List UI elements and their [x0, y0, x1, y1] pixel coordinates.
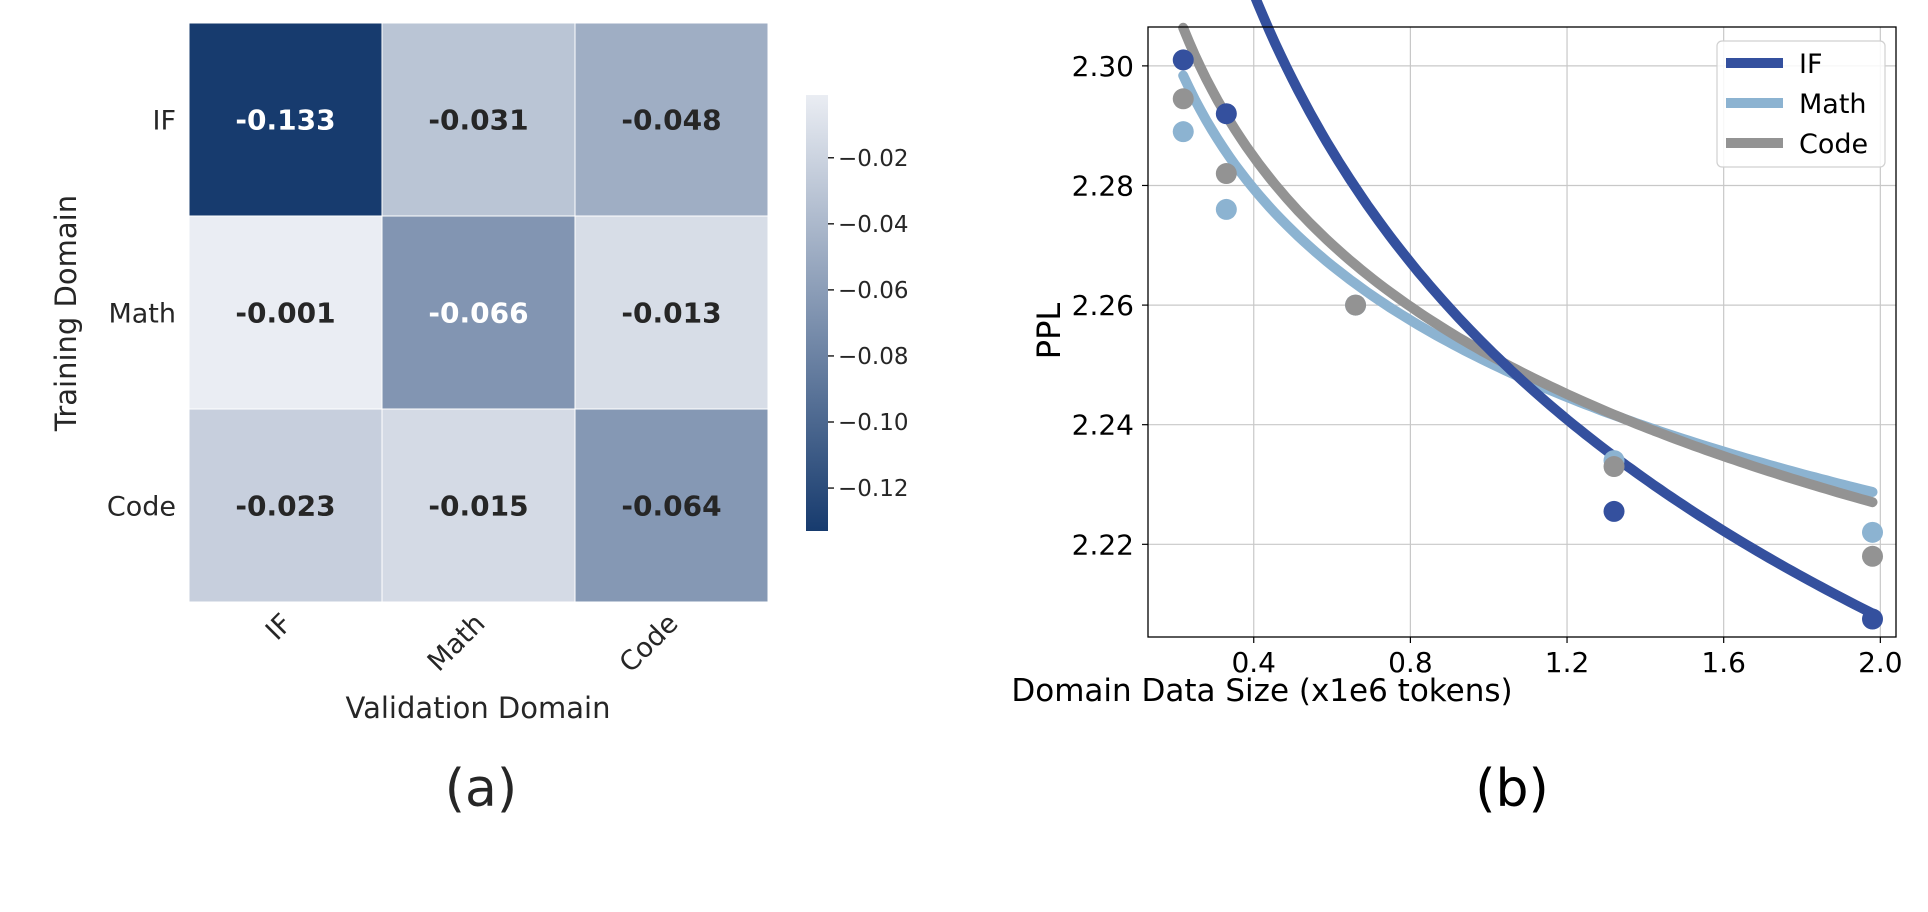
colorbar-gradient [806, 95, 828, 531]
heatmap-cell-value: -0.064 [621, 490, 721, 523]
data-point-if [1215, 103, 1237, 125]
heatmap-cell [188, 22, 383, 217]
data-point-math [1215, 198, 1237, 220]
heatmap-cell [574, 408, 769, 603]
heatmap-cell [381, 215, 576, 410]
x-tick-label: 0.8 [1388, 646, 1433, 679]
heatmap-cell-value: -0.133 [235, 104, 335, 137]
data-point-code [1603, 456, 1625, 478]
colorbar-tick-label: −0.04 [838, 212, 908, 238]
series-line-if [1250, 0, 1878, 619]
line-x-axis-title: Domain Data Size (x1e6 tokens) [1011, 673, 1512, 709]
colorbar-tick-label: −0.10 [838, 410, 908, 436]
y-tick-label: 2.24 [1072, 409, 1134, 442]
legend-label: Math [1799, 89, 1867, 120]
colorbar-tick-label: −0.06 [838, 278, 908, 304]
data-point-if [1862, 608, 1884, 630]
heatmap-x-axis-title: Validation Domain [346, 691, 611, 725]
heatmap-y-tick-label: Math [108, 299, 176, 330]
x-tick-label: 1.2 [1545, 646, 1590, 679]
data-point-code [1345, 294, 1367, 316]
heatmap-cell-value: -0.013 [621, 297, 721, 330]
heatmap-cell [381, 22, 576, 217]
heatmap-cell-value: -0.066 [428, 297, 528, 330]
heatmap-x-tick-label: IF [260, 608, 299, 647]
series-line-code [1178, 22, 1878, 508]
heatmap-y-tick-label: IF [153, 106, 177, 137]
data-point-math [1172, 121, 1194, 143]
panel-label-a: (a) [445, 759, 517, 819]
legend-box [1716, 40, 1886, 168]
heatmap-cell [188, 408, 383, 603]
heatmap-chart: -0.133 -0.031 -0.048 -0.001 -0.066 -0.013 -0.0… [107, 22, 769, 679]
heatmap-cell-value: -0.001 [235, 297, 335, 330]
y-tick-label: 2.22 [1072, 528, 1134, 561]
x-tick-label: 1.6 [1701, 646, 1746, 679]
heatmap-cell [188, 215, 383, 410]
y-tick-label: 2.28 [1072, 169, 1134, 202]
colorbar-tick-label: −0.08 [838, 344, 908, 370]
heatmap-cell [574, 22, 769, 217]
legend-label: Code [1799, 129, 1868, 160]
heatmap-x-tick-label: Math [422, 608, 492, 678]
legend: IF Math Code [1716, 40, 1886, 168]
heatmap-cell-value: -0.048 [621, 104, 721, 137]
colorbar-tick-label: −0.02 [838, 146, 908, 172]
heatmap-cell [574, 215, 769, 410]
heatmap-cell-value: -0.015 [428, 490, 528, 523]
data-point-if [1603, 500, 1625, 522]
heatmap-cell [381, 408, 576, 603]
data-point-if [1172, 49, 1194, 71]
x-tick-label: 2.0 [1858, 646, 1903, 679]
heatmap-y-tick-label: Code [107, 492, 176, 523]
y-tick-label: 2.30 [1072, 50, 1134, 83]
data-point-code [1172, 88, 1194, 110]
legend-label: IF [1799, 49, 1823, 80]
line-y-axis-title: PPL [1030, 303, 1068, 360]
data-point-math [1862, 521, 1884, 543]
heatmap-cell-value: -0.023 [235, 490, 335, 523]
heatmap-x-tick-label: Code [614, 608, 685, 679]
data-point-code [1215, 163, 1237, 185]
heatmap-y-axis-title: Training Domain [49, 195, 83, 432]
y-tick-label: 2.26 [1072, 289, 1134, 322]
plot-frame [1147, 26, 1897, 638]
colorbar: −0.02 −0.04 −0.06 −0.08 −0.10 −0.12 [806, 95, 908, 531]
panel-label-b: (b) [1475, 759, 1549, 819]
colorbar-tick-label: −0.12 [838, 476, 908, 502]
data-point-code [1862, 545, 1884, 567]
heatmap-cell-value: -0.031 [428, 104, 528, 137]
x-tick-label: 0.4 [1231, 646, 1276, 679]
